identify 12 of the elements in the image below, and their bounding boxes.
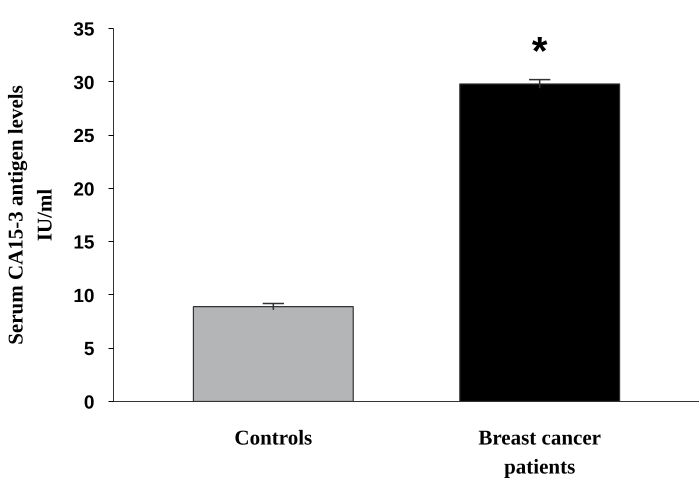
y-tick-label: 0 <box>84 392 95 414</box>
y-tick-label: 35 <box>73 20 95 40</box>
y-tick-label: 5 <box>84 339 95 360</box>
x-tick-label: Breast cancer patients <box>478 426 602 478</box>
y-tick-label: 30 <box>73 72 95 94</box>
y-tick-label: 20 <box>73 179 95 200</box>
y-tick-label: 10 <box>73 286 95 307</box>
annotation: * <box>532 30 548 74</box>
x-tick-label: Controls <box>234 426 312 450</box>
y-tick-label: 25 <box>73 126 95 148</box>
y-axis-title: Serum CA15-3 antigen levels IU/ml <box>4 85 56 345</box>
y-tick-label: 15 <box>73 232 95 254</box>
